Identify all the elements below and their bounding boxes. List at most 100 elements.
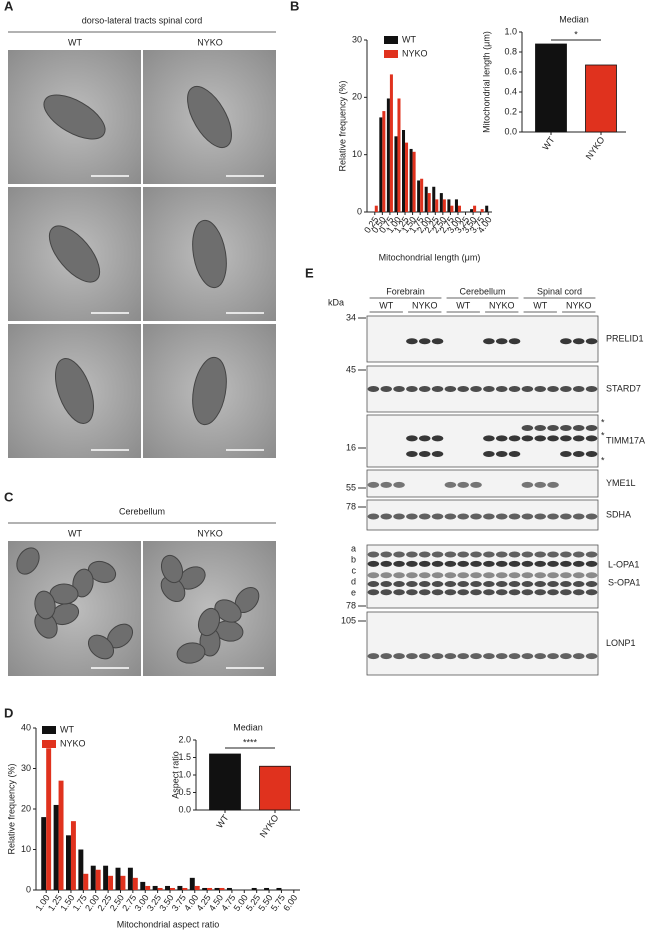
band [457, 560, 470, 567]
x-tick-label: 6.00 [281, 893, 299, 913]
band [457, 653, 470, 660]
band [406, 589, 418, 596]
column-label: NYKO [197, 37, 223, 47]
bar [214, 887, 220, 890]
mitochondrion [187, 85, 232, 149]
bar [108, 875, 114, 890]
y-tick-label: 20 [352, 92, 362, 102]
y-tick-label: 0.0 [178, 804, 191, 814]
band [367, 572, 380, 579]
protein-label: S-OPA1 [608, 577, 640, 587]
mitochondrion [43, 94, 106, 140]
marker: 34 [346, 312, 356, 322]
band [393, 513, 405, 520]
band [431, 560, 444, 567]
band [406, 435, 418, 442]
band [406, 653, 418, 660]
band [560, 451, 572, 457]
blot [366, 499, 599, 531]
band [534, 435, 547, 442]
bar [457, 205, 461, 212]
band [572, 513, 585, 520]
band [547, 386, 559, 392]
legend-label: NYKO [60, 738, 86, 748]
band [418, 572, 431, 579]
band [483, 551, 495, 558]
bar [170, 887, 175, 890]
marker: 78 [346, 600, 356, 610]
bar [66, 835, 71, 890]
legend-label: WT [60, 724, 74, 734]
band [483, 451, 495, 457]
bar [226, 887, 232, 890]
band [585, 560, 598, 567]
bar [454, 199, 458, 212]
panel-label: E [305, 265, 314, 280]
panel-label: D [4, 705, 13, 720]
blot [366, 611, 599, 676]
bar [103, 865, 109, 890]
band [470, 581, 482, 588]
band [444, 653, 457, 660]
y-tick-label: 1.5 [178, 752, 191, 762]
y-tick-label: 30 [21, 763, 31, 773]
band [560, 338, 572, 345]
lane-label: WT [533, 300, 547, 310]
protein-label: STARD7 [606, 383, 641, 393]
y-axis-label: Mitochondrial length (μm) [481, 31, 491, 133]
significance: * [574, 29, 578, 39]
band [457, 481, 470, 488]
bar [259, 765, 291, 811]
x-tick-label: WT [214, 812, 231, 830]
bar [120, 875, 126, 890]
band [572, 338, 585, 345]
band [393, 653, 405, 660]
bar [177, 885, 183, 890]
band [508, 581, 521, 588]
bar [194, 885, 200, 890]
band [534, 560, 547, 567]
bar [152, 885, 158, 890]
mitochondrion [16, 547, 40, 575]
band [585, 581, 598, 588]
mitochondrion [160, 575, 186, 603]
band [560, 386, 572, 392]
band-letter: b [351, 554, 356, 564]
band [508, 572, 521, 579]
band [547, 513, 559, 520]
bar [473, 205, 477, 212]
band [521, 653, 534, 660]
band [457, 589, 470, 596]
y-tick-label: 1.0 [178, 769, 191, 779]
lane-label: NYKO [566, 300, 592, 310]
bar [386, 98, 390, 212]
chart-title: Median [559, 14, 589, 24]
band [534, 481, 547, 488]
chart-title: Median [233, 722, 263, 732]
band-letter: a [351, 543, 356, 553]
band [418, 435, 431, 442]
asterisk: * [601, 455, 605, 465]
lane-label: NYKO [412, 300, 438, 310]
band [483, 338, 495, 345]
band [521, 572, 534, 579]
band [380, 513, 393, 520]
band [547, 581, 559, 588]
band [393, 589, 405, 596]
band [572, 451, 585, 457]
band [521, 386, 534, 392]
band [508, 451, 521, 457]
band [431, 386, 444, 392]
y-tick-label: 0.6 [504, 66, 517, 76]
legend-swatch [42, 726, 56, 734]
band [534, 589, 547, 596]
band [457, 551, 470, 558]
band [521, 513, 534, 520]
bar [264, 887, 270, 890]
band [444, 513, 457, 520]
lane-label: WT [456, 300, 470, 310]
band [495, 386, 508, 392]
band [406, 386, 418, 392]
bar [379, 117, 383, 212]
mitochondrion [48, 225, 101, 283]
